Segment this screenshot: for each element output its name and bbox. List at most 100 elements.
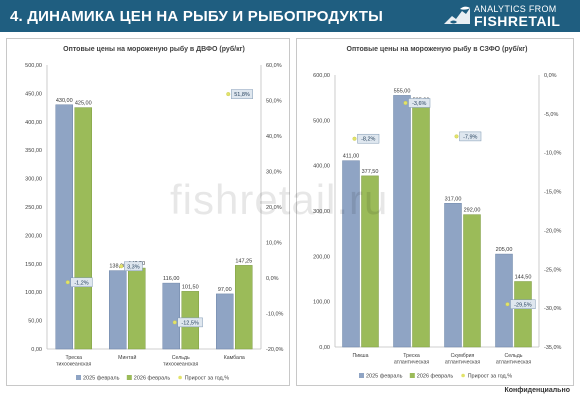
growth-label-box xyxy=(357,133,380,144)
chart-panel-dvfo: Оптовые цены на мороженую рыбу в ДВФО (р… xyxy=(6,38,290,386)
y-tick-label: 350,00 xyxy=(25,148,42,154)
bar-2025 xyxy=(109,270,127,350)
growth-marker xyxy=(119,264,124,269)
y-tick-label: 100,00 xyxy=(313,300,330,306)
chart-szfo: Оптовые цены на мороженую рыбу в СЗФО (р… xyxy=(313,45,562,380)
bar-2025 xyxy=(444,203,462,348)
bar-2025 xyxy=(495,253,513,348)
y-tick-label: 200,00 xyxy=(25,233,42,239)
logo-text-bottom: FISHRETAIL xyxy=(474,13,561,29)
category-label: атлантическая xyxy=(394,360,430,366)
growth-marker xyxy=(172,320,177,325)
bar-2026 xyxy=(128,267,146,350)
growth-marker xyxy=(454,134,459,139)
bar-value-label: 425,00 xyxy=(75,101,92,107)
y2-tick-label: 10,0% xyxy=(266,241,282,247)
legend-growth-swatch xyxy=(178,375,182,380)
category-label: Треска xyxy=(403,353,420,359)
chart-title: Оптовые цены на мороженую рыбу в ДВФО (р… xyxy=(63,45,245,53)
growth-marker xyxy=(505,302,510,307)
legend-2025-swatch xyxy=(359,373,364,378)
growth-label-box xyxy=(459,131,482,142)
legend-2025-label: 2025 февраль xyxy=(366,374,403,380)
y2-tick-label: -35,0% xyxy=(544,345,562,351)
chart-panel-szfo: Оптовые цены на мороженую рыбу в СЗФО (р… xyxy=(296,38,574,386)
y-tick-label: 300,00 xyxy=(313,209,330,215)
legend-2026-label: 2026 февраль xyxy=(134,376,171,382)
y2-tick-label: -5,0% xyxy=(544,112,558,118)
bar-value-label: 144,50 xyxy=(515,274,532,280)
growth-label-box xyxy=(510,299,536,310)
growth-label-box xyxy=(70,277,93,288)
bar-2026 xyxy=(463,214,481,348)
logo-text-top: ANALYTICS FROM xyxy=(474,4,557,14)
bar-value-label: 116,00 xyxy=(163,276,179,282)
y-tick-label: 0,00 xyxy=(31,347,42,353)
category-label: Сельдь xyxy=(505,353,523,359)
y2-tick-label: -10,0% xyxy=(266,312,284,318)
y2-tick-label: 0,0% xyxy=(266,276,279,282)
y2-tick-label: -10,0% xyxy=(544,151,562,157)
category-label: Сельдь xyxy=(172,355,190,361)
chart-dvfo: Оптовые цены на мороженую рыбу в ДВФО (р… xyxy=(25,45,284,382)
bar-2026 xyxy=(74,107,92,350)
page-header: 4. ДИНАМИКА ЦЕН НА РЫБУ И РЫБОПРОДУКТЫ A… xyxy=(0,0,580,32)
y2-tick-label: -20,0% xyxy=(544,228,562,234)
bar-value-label: 101,50 xyxy=(182,284,199,290)
growth-label: -29,5% xyxy=(514,302,532,308)
bar-2025 xyxy=(393,95,411,348)
y-tick-label: 500,00 xyxy=(25,63,42,69)
bar-value-label: 292,00 xyxy=(464,208,481,214)
category-label: Пикша xyxy=(353,353,369,359)
bar-value-label: 430,00 xyxy=(56,98,73,104)
bar-value-label: 317,00 xyxy=(445,196,462,202)
growth-label: -8,2% xyxy=(361,137,375,143)
legend-2025-label: 2025 февраль xyxy=(83,376,120,382)
category-label: Камбала xyxy=(224,355,245,361)
bar-2025 xyxy=(162,282,180,350)
growth-label-box xyxy=(177,317,203,328)
bar-value-label: 411,00 xyxy=(343,154,359,160)
fish-icon xyxy=(444,6,470,24)
y2-tick-label: 30,0% xyxy=(266,170,282,176)
y-tick-label: 450,00 xyxy=(25,91,42,97)
bar-2026 xyxy=(514,281,532,348)
y-tick-label: 150,00 xyxy=(25,262,42,268)
growth-label-box xyxy=(408,98,431,108)
y-tick-label: 300,00 xyxy=(25,177,42,183)
category-label: Минтай xyxy=(118,354,136,361)
y-tick-label: 0,00 xyxy=(319,345,330,351)
y-tick-label: 100,00 xyxy=(25,290,42,296)
bar-value-label: 377,50 xyxy=(362,169,379,175)
confidential-note: Конфиденциально xyxy=(504,387,570,394)
growth-label-box xyxy=(231,89,253,99)
y-tick-label: 400,00 xyxy=(25,120,42,126)
legend-2026-swatch xyxy=(409,373,415,378)
bar-2026 xyxy=(412,104,430,348)
growth-marker xyxy=(226,92,231,97)
category-label: тихоокеанская xyxy=(56,362,91,368)
growth-marker xyxy=(352,136,357,141)
legend-2025-swatch xyxy=(76,375,81,380)
bar-value-label: 138,00 xyxy=(109,264,126,270)
bar-value-label: 205,00 xyxy=(496,247,513,253)
growth-label: 51,8% xyxy=(234,92,250,98)
y-tick-label: 400,00 xyxy=(313,164,330,170)
growth-label: -7,9% xyxy=(463,134,477,140)
bar-2025 xyxy=(55,104,73,350)
y2-tick-label: -30,0% xyxy=(544,306,562,312)
bar-value-label: 97,00 xyxy=(218,287,232,293)
y-tick-label: 200,00 xyxy=(313,254,330,260)
bar-2026 xyxy=(361,175,379,348)
chart-title: Оптовые цены на мороженую рыбу в СЗФО (р… xyxy=(347,45,528,53)
growth-label: -12,5% xyxy=(181,320,199,326)
bar-2025 xyxy=(342,160,360,348)
y2-tick-label: 40,0% xyxy=(266,134,282,140)
legend-growth-label: Прирост за год,% xyxy=(468,374,513,380)
category-label: атлантическая xyxy=(496,360,532,366)
y-tick-label: 250,00 xyxy=(25,205,42,211)
y2-tick-label: -25,0% xyxy=(544,267,562,273)
category-label: тихоокеанская xyxy=(163,362,198,368)
y2-tick-label: -20,0% xyxy=(266,347,284,353)
bar-value-label: 555,00 xyxy=(394,88,411,94)
